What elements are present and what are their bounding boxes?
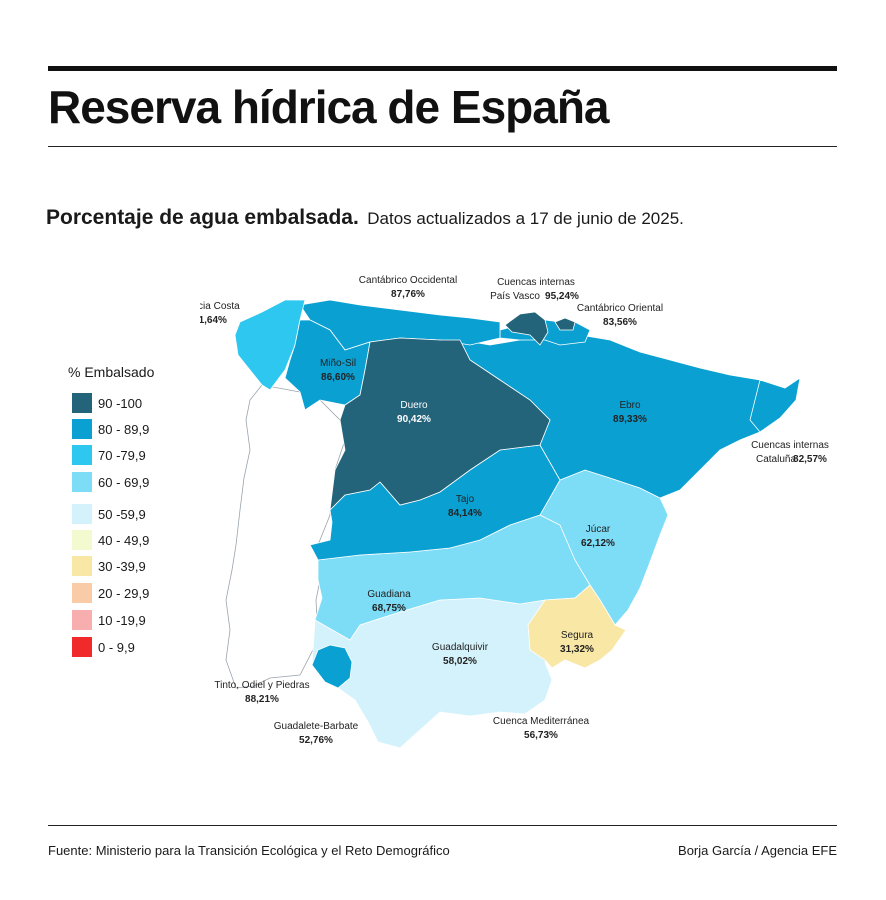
- label-tinto-name: Tinto, Odiel y Piedras: [214, 680, 309, 691]
- legend-swatch: [72, 637, 92, 657]
- label-cantabrico-occidental-name: Cantábrico Occidental: [359, 275, 457, 286]
- legend-label: 10 -19,9: [98, 612, 146, 628]
- footer-rule: [48, 825, 837, 826]
- legend-item-30-39: 30 -39,9: [72, 556, 146, 576]
- source-note: Fuente: Ministerio para la Transición Ec…: [48, 843, 450, 858]
- legend-title: % Embalsado: [68, 364, 155, 380]
- legend-item-0-9: 0 - 9,9: [72, 637, 135, 657]
- spain-basin-map: Galicia Costa 71,64% Cantábrico Occident…: [200, 275, 829, 749]
- label-pais-vasco-value: 95,24%: [545, 291, 579, 302]
- label-duero-name: Duero: [400, 400, 428, 411]
- legend-label: 0 - 9,9: [98, 639, 135, 655]
- label-mediterranea-name: Cuenca Mediterránea: [493, 716, 590, 727]
- label-tajo-value: 84,14%: [448, 508, 482, 519]
- title-rule: [48, 146, 837, 147]
- label-cataluna-name: Cuencas internas: [751, 440, 829, 451]
- legend-swatch: [72, 504, 92, 524]
- label-galicia-costa-value: 71,64%: [200, 315, 227, 326]
- label-ebro-value: 89,33%: [613, 414, 647, 425]
- label-cataluna-name2: Cataluña: [756, 454, 796, 465]
- legend-item-80-89: 80 - 89,9: [72, 419, 149, 439]
- legend-label: 40 - 49,9: [98, 532, 150, 548]
- legend-swatch: [72, 393, 92, 413]
- legend-item-60-69: 60 - 69,9: [72, 472, 149, 492]
- label-cantabrico-occidental-value: 87,76%: [391, 289, 425, 300]
- subtitle: Porcentaje de agua embalsada. Datos actu…: [46, 206, 684, 230]
- basin-pais-vasco-2: [554, 317, 576, 331]
- legend-swatch: [72, 530, 92, 550]
- top-rule: [48, 66, 837, 71]
- legend-label: 90 -100: [98, 395, 143, 411]
- label-pais-vasco-name: Cuencas internas: [497, 277, 575, 288]
- legend-label: 30 -39,9: [98, 558, 146, 574]
- label-cataluna-value: 82,57%: [793, 454, 827, 465]
- label-mediterranea-value: 56,73%: [524, 730, 558, 741]
- basin-segura: [527, 584, 627, 669]
- label-tinto-value: 88,21%: [245, 694, 279, 705]
- legend-swatch: [72, 472, 92, 492]
- page-title: Reserva hídrica de España: [48, 81, 610, 133]
- label-tajo-name: Tajo: [456, 494, 475, 505]
- label-galicia-costa-name: Galicia Costa: [200, 301, 240, 312]
- basin-galicia-costa: [234, 299, 306, 391]
- legend-item-10-19: 10 -19,9: [72, 610, 146, 630]
- portugal-outline: [225, 384, 346, 689]
- legend-label: 80 - 89,9: [98, 421, 150, 437]
- legend-item-70-79: 70 -79,9: [72, 445, 146, 465]
- legend-item-40-49: 40 - 49,9: [72, 530, 149, 550]
- legend-label: 60 - 69,9: [98, 474, 150, 490]
- legend-swatch: [72, 610, 92, 630]
- label-duero-value: 90,42%: [397, 414, 431, 425]
- basin-cataluna: [749, 377, 801, 433]
- label-jucar-value: 62,12%: [581, 538, 615, 549]
- subtitle-date: Datos actualizados a 17 de junio de 2025…: [367, 209, 684, 228]
- label-cantabrico-oriental-value: 83,56%: [603, 317, 637, 328]
- subtitle-strong: Porcentaje de agua embalsada.: [46, 206, 359, 229]
- legend-swatch: [72, 583, 92, 603]
- label-guadalete-value: 52,76%: [299, 735, 333, 746]
- label-guadiana-name: Guadiana: [367, 589, 411, 600]
- legend-item-50-59: 50 -59,9: [72, 504, 146, 524]
- basin-duero: [329, 337, 551, 512]
- label-mino-sil-value: 86,60%: [321, 372, 355, 383]
- basin-tinto-odiel-piedras: [311, 644, 353, 689]
- legend-label: 20 - 29,9: [98, 585, 150, 601]
- legend: % Embalsado 90 -100 80 - 89,9 70 -79,9 6…: [68, 364, 155, 657]
- label-segura-name: Segura: [561, 630, 594, 641]
- label-guadalquivir-value: 58,02%: [443, 656, 477, 667]
- credit-note: Borja García / Agencia EFE: [678, 843, 837, 858]
- label-pais-vasco-name2: País Vasco: [490, 291, 540, 302]
- legend-label: 70 -79,9: [98, 447, 146, 463]
- label-guadalete-name: Guadalete-Barbate: [274, 721, 359, 732]
- legend-swatch: [72, 556, 92, 576]
- label-segura-value: 31,32%: [560, 644, 594, 655]
- legend-item-90-100: 90 -100: [72, 393, 142, 413]
- label-ebro-name: Ebro: [619, 400, 641, 411]
- legend-swatch: [72, 445, 92, 465]
- label-guadiana-value: 68,75%: [372, 603, 406, 614]
- label-jucar-name: Júcar: [586, 524, 611, 535]
- legend-item-20-29: 20 - 29,9: [72, 583, 149, 603]
- basin-pais-vasco: [504, 311, 549, 346]
- legend-label: 50 -59,9: [98, 506, 146, 522]
- label-mino-sil-name: Miño-Sil: [320, 358, 356, 369]
- legend-swatch: [72, 419, 92, 439]
- label-cantabrico-oriental-name: Cantábrico Oriental: [577, 303, 663, 314]
- label-guadalquivir-name: Guadalquivir: [432, 642, 489, 653]
